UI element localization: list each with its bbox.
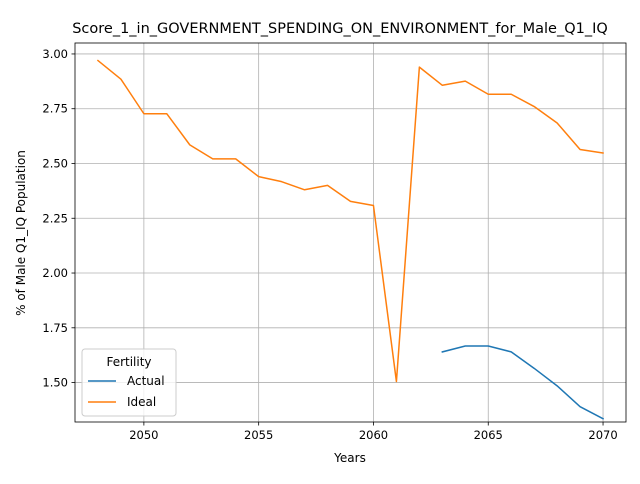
x-tick-label: 2050: [129, 428, 158, 442]
x-tick-label: 2070: [588, 428, 617, 442]
y-tick-label: 2.25: [42, 211, 68, 225]
y-axis-label: % of Male Q1_IQ Population: [14, 150, 28, 316]
x-axis-label: Years: [333, 451, 366, 465]
legend-label-ideal: Ideal: [127, 395, 156, 409]
y-tick-label: 1.75: [42, 321, 68, 335]
series-lines: [96, 59, 605, 420]
x-tick-label: 2055: [244, 428, 273, 442]
plot-frame: [74, 42, 627, 423]
x-tick-label: 2060: [359, 428, 388, 442]
chart-title: Score_1_in_GOVERNMENT_SPENDING_ON_ENVIRO…: [72, 21, 608, 37]
y-tick-label: 2.50: [42, 156, 68, 170]
y-tick-label: 1.50: [42, 376, 68, 390]
y-tick-label: 2.00: [42, 266, 68, 280]
legend-title: Fertility: [106, 355, 151, 369]
legend: Fertility Actual Ideal: [81, 348, 177, 417]
legend-box: [81, 348, 177, 417]
y-axis-ticks: 1.50 1.75 2.00 2.25 2.50 2.75 3.00: [42, 47, 75, 390]
y-tick-label: 2.75: [42, 102, 68, 116]
x-tick-label: 2065: [474, 428, 503, 442]
grid-lines: [75, 43, 626, 422]
legend-label-actual: Actual: [127, 374, 165, 388]
y-tick-label: 3.00: [42, 47, 68, 61]
x-axis-ticks: 2050 2055 2060 2065 2070: [129, 422, 618, 442]
series-line-ideal: [96, 59, 604, 383]
series-line-actual: [441, 345, 605, 420]
